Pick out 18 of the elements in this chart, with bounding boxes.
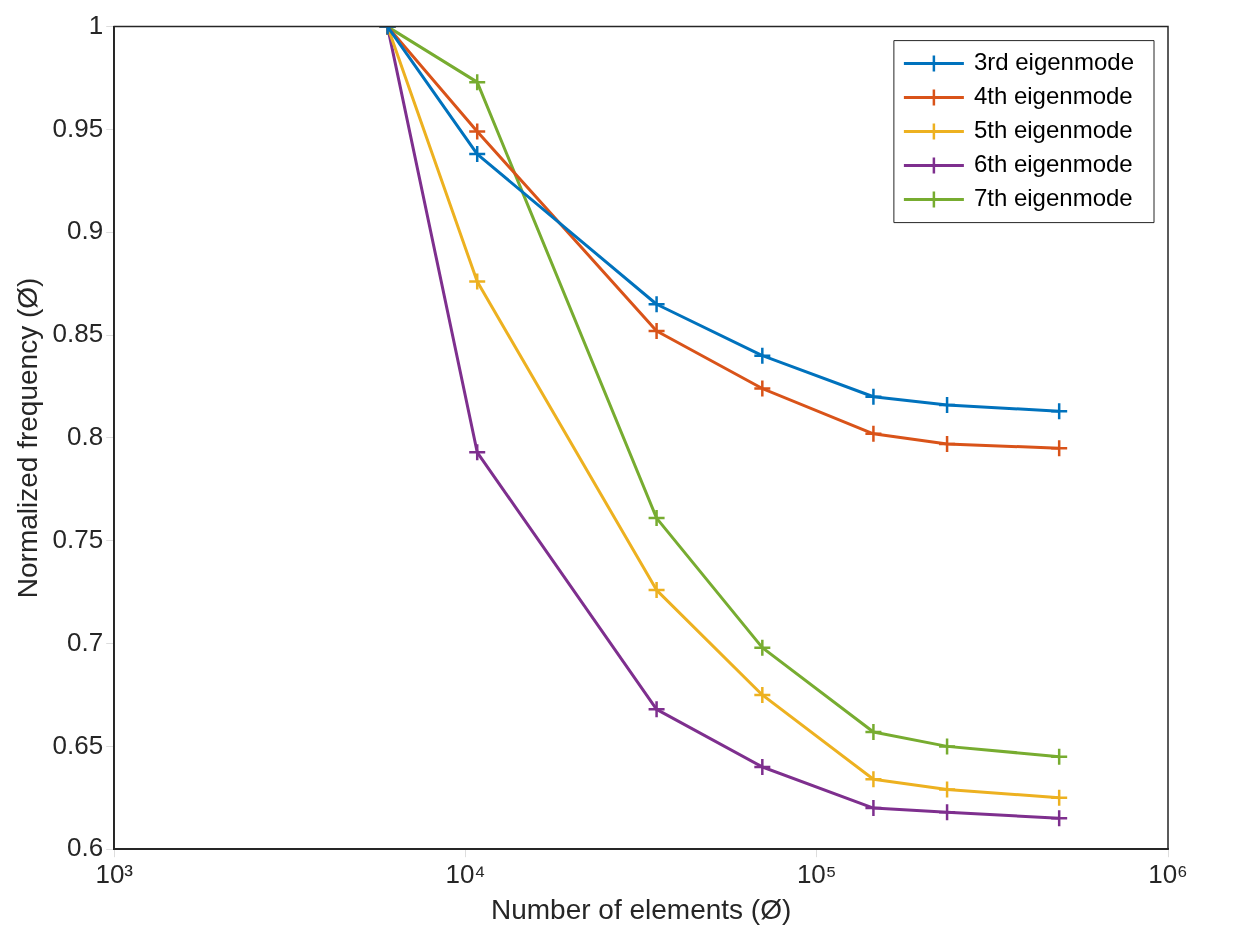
y-tick-label: 0.65 [52, 729, 104, 760]
y-tick-label: 1 [88, 9, 104, 40]
x-tick-label: 10⁶ [1148, 858, 1188, 889]
x-tick-label: 10⁵ [796, 858, 837, 889]
y-tick-label: 0.85 [52, 318, 104, 349]
x-axis-title: Number of elements (Ø) [490, 893, 792, 925]
y-tick-label: 0.75 [52, 523, 104, 554]
y-axis-title: Normalized frequency (Ø) [11, 277, 43, 599]
legend-label: 6th eigenmode [973, 150, 1133, 178]
y-tick-label: 0.8 [67, 421, 104, 452]
y-tick-label: 0.7 [67, 626, 104, 657]
y-tick-label: 0.95 [52, 112, 104, 143]
y-tick-label: 0.9 [67, 215, 104, 246]
legend-label: 3rd eigenmode [973, 48, 1135, 76]
legend-label: 7th eigenmode [973, 184, 1133, 212]
x-tick-label: 10⁴ [445, 858, 486, 889]
legend-label: 5th eigenmode [973, 116, 1133, 144]
legend-label: 4th eigenmode [973, 82, 1133, 110]
